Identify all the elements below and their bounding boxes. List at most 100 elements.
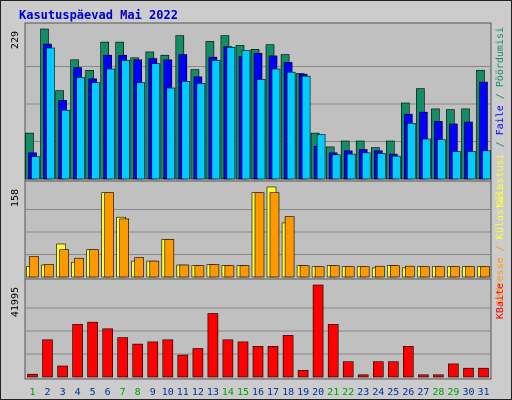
bar-kbytes-kbaite-day-26 — [402, 345, 414, 378]
x-tick-label-day-16: 16 — [252, 387, 264, 398]
x-tick-label-day-20: 20 — [312, 387, 324, 398]
x-tick-label-day-7: 7 — [120, 387, 126, 398]
bar-visits-sites-aadresse-day-3 — [59, 249, 69, 278]
bar-hits-files-pages-lehti-day-11 — [181, 81, 191, 180]
bar-visits-sites-aadresse-day-6 — [104, 192, 114, 278]
bar-kbytes-kbaite-day-5 — [87, 321, 98, 378]
bar-visits-sites-aadresse-day-24 — [374, 265, 385, 278]
bar-visits-sites-aadresse-day-12 — [194, 265, 205, 278]
bar-hits-files-pages-lehti-day-21 — [331, 154, 341, 180]
bar-hits-files-pages-lehti-day-13 — [211, 60, 221, 180]
bar-kbytes-kbaite-day-2 — [42, 339, 53, 378]
bar-visits-sites-aadresse-day-19 — [299, 265, 310, 278]
bar-visits-sites-aadresse-day-7 — [119, 218, 129, 278]
bar-hits-files-pages-lehti-day-30 — [467, 151, 476, 180]
bar-visits-sites-aadresse-day-31 — [480, 266, 490, 278]
x-tick-label-day-25: 25 — [387, 387, 399, 398]
bar-kbytes-kbaite-day-30 — [463, 367, 474, 378]
bar-hits-files-pages-lehti-day-29 — [452, 151, 461, 180]
side-label-part: / — [495, 87, 506, 105]
bar-hits-files-pages-lehti-day-19 — [301, 75, 311, 180]
side-label-part: Külastusi — [495, 185, 506, 239]
bar-kbytes-kbaite-day-21 — [327, 324, 339, 378]
bar-visits-sites-aadresse-day-10 — [164, 239, 175, 278]
x-tick-label-day-3: 3 — [60, 387, 66, 398]
bar-kbytes-kbaite-day-17 — [267, 345, 279, 378]
bar-kbytes-kbaite-day-9 — [147, 341, 159, 378]
bar-hits-files-pages-lehti-day-8 — [136, 82, 145, 180]
bar-visits-sites-aadresse-day-21 — [329, 265, 340, 278]
side-label-part: KBaite — [495, 283, 506, 319]
panel-hits-files-pages-ymax-label: 229 — [10, 31, 21, 49]
bar-hits-files-pages-lehti-day-2 — [46, 47, 55, 180]
bar-kbytes-kbaite-day-19 — [297, 370, 309, 378]
panel-kbytes-ymax-label: 41995 — [10, 287, 21, 317]
bar-hits-files-pages-lehti-day-27 — [422, 138, 431, 180]
bar-visits-sites-aadresse-day-13 — [209, 264, 220, 278]
side-label-part: Faile — [495, 105, 506, 135]
bar-visits-sites-aadresse-day-8 — [134, 257, 144, 278]
bar-hits-files-pages-lehti-day-28 — [437, 139, 446, 180]
bar-visits-sites-aadresse-day-30 — [465, 266, 475, 278]
bar-hits-files-pages-lehti-day-1 — [31, 156, 40, 180]
bar-visits-sites-aadresse-day-28 — [435, 266, 445, 278]
bar-visits-sites-aadresse-day-23 — [359, 266, 370, 278]
bar-visits-sites-aadresse-day-1 — [29, 256, 39, 278]
bar-hits-files-pages-lehti-day-3 — [61, 109, 70, 180]
x-tick-label-day-26: 26 — [402, 387, 414, 398]
x-tick-label-day-11: 11 — [177, 387, 189, 398]
bar-kbytes-kbaite-day-24 — [372, 361, 384, 378]
side-label-part: Külastusi — [495, 153, 506, 207]
bar-hits-files-pages-lehti-day-15 — [241, 50, 251, 180]
bar-kbytes-kbaite-day-28 — [433, 374, 444, 378]
bar-visits-sites-aadresse-day-17 — [269, 192, 280, 278]
chart-title: Kasutuspäevad Mai 2022 — [19, 8, 178, 22]
bar-kbytes-kbaite-day-12 — [192, 348, 204, 378]
bar-kbytes-kbaite-day-25 — [387, 361, 399, 378]
bar-visits-sites-aadresse-day-11 — [179, 264, 190, 278]
bar-hits-files-pages-lehti-day-31 — [482, 150, 491, 180]
x-tick-label-day-13: 13 — [207, 387, 219, 398]
bar-visits-sites-aadresse-day-25 — [389, 265, 400, 278]
bar-kbytes-kbaite-day-7 — [117, 337, 128, 378]
bar-visits-sites-aadresse-day-27 — [420, 266, 430, 278]
bar-visits-sites-aadresse-day-9 — [149, 260, 160, 278]
x-tick-label-day-8: 8 — [135, 387, 141, 398]
bar-kbytes-kbaite-day-18 — [282, 335, 294, 378]
x-tick-label-day-28: 28 — [432, 387, 444, 398]
x-tick-label-day-27: 27 — [417, 387, 429, 398]
bar-visits-sites-aadresse-day-2 — [44, 264, 54, 278]
bar-kbytes-kbaite-day-15 — [237, 341, 249, 378]
x-tick-label-day-1: 1 — [29, 387, 35, 398]
bar-hits-files-pages-lehti-day-7 — [121, 60, 130, 180]
bar-hits-files-pages-lehti-day-14 — [226, 46, 236, 180]
bar-visits-sites-aadresse-day-4 — [74, 257, 84, 278]
x-tick-label-day-23: 23 — [357, 387, 369, 398]
bar-kbytes-kbaite-day-14 — [222, 339, 234, 378]
bar-kbytes-kbaite-day-13 — [207, 313, 219, 378]
bar-kbytes-kbaite-day-27 — [418, 374, 429, 378]
bar-hits-files-pages-lehti-day-6 — [106, 68, 115, 180]
bar-kbytes-kbaite-day-22 — [342, 361, 354, 378]
bar-hits-files-pages-lehti-day-23 — [361, 152, 371, 180]
x-tick-label-day-17: 17 — [267, 387, 279, 398]
panel-kbytes-side-label: KBaite — [495, 283, 506, 319]
bar-hits-files-pages-lehti-day-4 — [76, 77, 85, 180]
bar-hits-files-pages-lehti-day-22 — [346, 153, 356, 180]
bar-hits-files-pages-lehti-day-17 — [271, 68, 281, 180]
bar-hits-files-pages-lehti-day-18 — [286, 71, 296, 180]
x-tick-label-day-24: 24 — [372, 387, 384, 398]
x-tick-label-day-14: 14 — [222, 387, 234, 398]
bar-visits-sites-aadresse-day-14 — [224, 265, 235, 278]
x-tick-label-day-4: 4 — [75, 387, 81, 398]
side-label-part: Pöördumisi — [495, 27, 506, 87]
x-tick-label-day-31: 31 — [477, 387, 489, 398]
bar-hits-files-pages-lehti-day-5 — [91, 82, 100, 180]
bar-hits-files-pages-lehti-day-24 — [376, 153, 386, 180]
bar-kbytes-kbaite-day-3 — [57, 365, 68, 378]
x-tick-label-day-6: 6 — [105, 387, 111, 398]
x-tick-label-day-21: 21 — [327, 387, 339, 398]
panel-hits-files-pages-side-label: Külastusi / Faile / Pöördumisi — [495, 27, 506, 208]
